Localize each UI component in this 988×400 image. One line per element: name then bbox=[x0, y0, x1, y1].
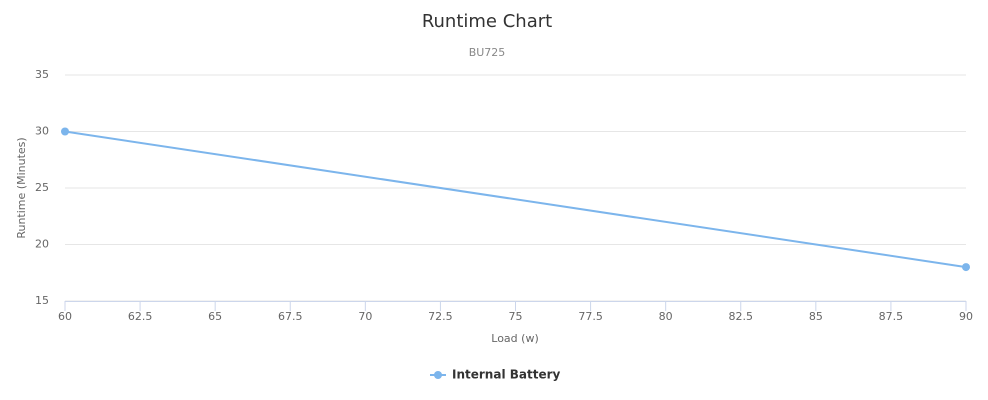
x-tick-label: 62.5 bbox=[128, 310, 153, 323]
x-tick-label: 85 bbox=[809, 310, 823, 323]
data-point bbox=[962, 263, 970, 272]
x-tick-label: 72.5 bbox=[428, 310, 453, 323]
x-tick-label: 87.5 bbox=[879, 310, 904, 323]
legend-item[interactable]: Internal Battery bbox=[430, 368, 561, 382]
x-tick-label: 75 bbox=[509, 310, 523, 323]
x-axis-title: Load (w) bbox=[491, 332, 538, 345]
x-tick-label: 90 bbox=[959, 310, 973, 323]
y-tick-label: 30 bbox=[35, 125, 49, 138]
legend-label: Internal Battery bbox=[452, 368, 561, 382]
x-tick-label: 82.5 bbox=[729, 310, 754, 323]
x-tick-label: 70 bbox=[358, 310, 372, 323]
series-line bbox=[64, 130, 967, 269]
x-tick-label: 67.5 bbox=[278, 310, 303, 323]
x-tick-label: 77.5 bbox=[578, 310, 603, 323]
legend-marker bbox=[434, 371, 442, 379]
x-tick-label: 60 bbox=[58, 310, 72, 323]
y-tick-label: 15 bbox=[35, 294, 49, 307]
y-axis-title: Runtime (Minutes) bbox=[15, 137, 28, 238]
x-tick-label: 65 bbox=[208, 310, 222, 323]
y-tick-label: 35 bbox=[35, 68, 49, 81]
legend: Internal Battery bbox=[430, 368, 561, 382]
chart-subtitle: BU725 bbox=[469, 46, 506, 59]
y-tick-label: 20 bbox=[35, 238, 49, 251]
x-tick-label: 80 bbox=[659, 310, 673, 323]
chart-title: Runtime Chart bbox=[422, 11, 552, 32]
y-tick-label: 25 bbox=[35, 181, 49, 194]
data-point bbox=[61, 127, 69, 136]
